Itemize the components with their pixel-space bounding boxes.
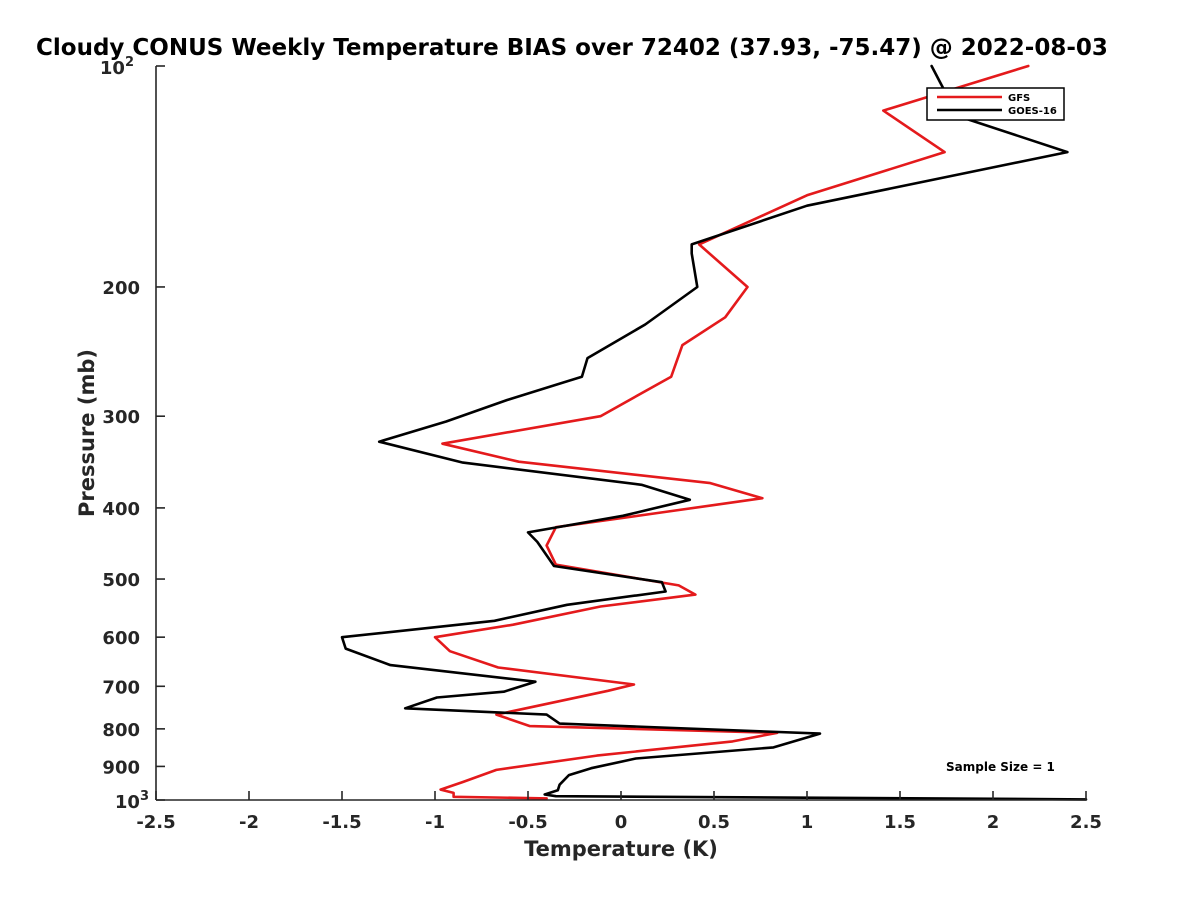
y-tick-label: 800 xyxy=(102,720,140,741)
y-tick-top-exp: 2 xyxy=(125,55,134,70)
y-tick-label-bottom: 103 xyxy=(115,789,149,813)
y-tick-label: 200 xyxy=(102,278,140,299)
series-line-gfs xyxy=(433,64,1030,800)
x-tick-label: 0 xyxy=(615,812,628,833)
y-tick-bottom-exp: 3 xyxy=(140,789,149,804)
y-tick-label-top: 102 xyxy=(100,55,134,79)
y-tick-label: 500 xyxy=(102,570,140,591)
x-tick-label: 1 xyxy=(801,812,814,833)
x-tick-label: 1.5 xyxy=(884,812,916,833)
x-tick-label: 2 xyxy=(987,812,1000,833)
y-tick-label: 700 xyxy=(102,677,140,698)
y-axis-label: Pressure (mb) xyxy=(75,349,99,517)
legend-label-goes16: GOES-16 xyxy=(1008,106,1057,117)
x-tick-label: -2 xyxy=(239,812,259,833)
x-tick-label: -2.5 xyxy=(136,812,175,833)
series-line-goes-16 xyxy=(340,64,1088,801)
y-tick-label: 300 xyxy=(102,407,140,428)
x-axis-ticks: -2.5 -2 -1.5 -1 -0.5 0 0.5 1 1.5 2 2.5 xyxy=(136,791,1102,833)
y-tick-top-base: 10 xyxy=(100,58,125,79)
y-tick-label: 400 xyxy=(102,499,140,520)
plot-lines xyxy=(340,64,1088,801)
x-tick-label: -1.5 xyxy=(322,812,361,833)
y-tick-bottom-base: 10 xyxy=(115,792,140,813)
x-tick-label: -0.5 xyxy=(508,812,547,833)
legend-box xyxy=(926,87,1065,121)
y-tick-label: 600 xyxy=(102,628,140,649)
chart-title: Cloudy CONUS Weekly Temperature BIAS ove… xyxy=(36,35,1108,61)
sample-size-annotation: Sample Size = 1 xyxy=(946,760,1055,774)
legend-label-gfs: GFS xyxy=(1008,93,1030,104)
x-tick-label: 2.5 xyxy=(1070,812,1102,833)
x-tick-label: -1 xyxy=(425,812,445,833)
y-axis-ticks: 200 300 400 500 600 700 800 900 xyxy=(102,65,165,801)
x-axis-label: Temperature (K) xyxy=(524,837,718,861)
y-tick-label: 900 xyxy=(102,757,140,778)
x-tick-label: 0.5 xyxy=(698,812,730,833)
legend: GFS GOES-16 xyxy=(926,87,1065,121)
